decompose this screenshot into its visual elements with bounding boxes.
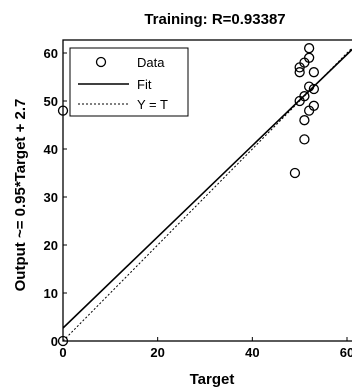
y-tick-label: 10: [44, 286, 58, 301]
y-tick-label: 30: [44, 190, 58, 205]
chart-title: Training: R=0.93387: [144, 11, 285, 28]
lines-layer: [63, 47, 352, 341]
data-point: [294, 67, 305, 78]
identity-line: [63, 47, 352, 341]
legend-data-marker: [95, 56, 107, 68]
legend: Data Fit Y = T: [69, 47, 189, 117]
x-tick-label: 40: [245, 345, 259, 360]
fit-line: [63, 48, 352, 329]
legend-box: [69, 47, 189, 117]
x-tick-label: 60: [340, 345, 352, 360]
legend-data-label: Data: [137, 55, 165, 70]
data-point: [303, 43, 315, 54]
y-tick-label: 50: [44, 94, 58, 109]
y-tick-label: 60: [44, 46, 58, 61]
y-tick-label: 40: [44, 142, 58, 157]
data-point: [308, 83, 320, 95]
points-layer: [57, 43, 320, 347]
ticks-layer: 0 20 40 60 0 10 20 30 40 50 60: [44, 46, 352, 360]
data-point: [299, 91, 310, 102]
legend-yt-label: Y = T: [137, 97, 168, 112]
data-point: [57, 105, 69, 116]
x-tick-label: 0: [59, 345, 66, 360]
data-point: [308, 67, 320, 78]
data-point: [308, 100, 320, 111]
x-axis-label: Target: [190, 371, 235, 388]
y-tick-label: 0: [51, 334, 58, 349]
legend-fit-label: Fit: [137, 77, 152, 92]
data-point: [299, 115, 310, 126]
data-point: [299, 134, 310, 145]
y-tick-label: 20: [44, 238, 58, 253]
data-point: [289, 167, 301, 179]
data-point: [57, 335, 69, 347]
y-axis-label: Output ~= 0.95*Target + 2.7: [12, 99, 29, 292]
data-point: [303, 81, 315, 92]
x-tick-label: 20: [150, 345, 164, 360]
